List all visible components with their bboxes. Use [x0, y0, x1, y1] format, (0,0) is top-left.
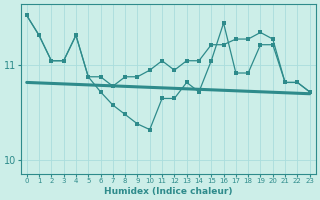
X-axis label: Humidex (Indice chaleur): Humidex (Indice chaleur) — [104, 187, 232, 196]
